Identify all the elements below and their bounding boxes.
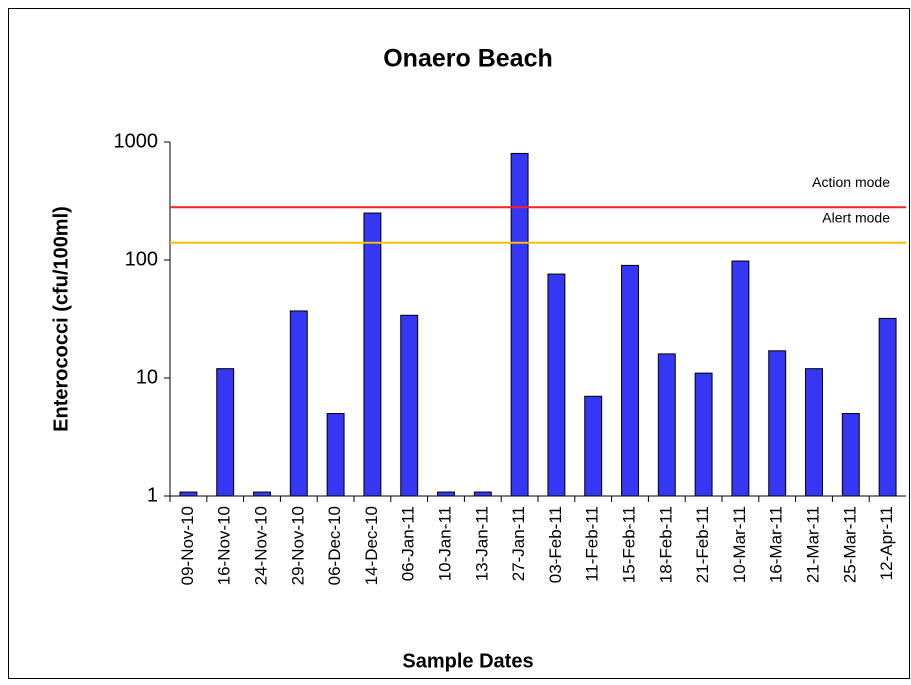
bar	[326, 413, 345, 497]
y-tick-label: 10	[136, 366, 158, 388]
x-tick-label: 14-Dec-10	[362, 506, 381, 585]
bar	[216, 368, 235, 497]
y-tick-label: 100	[125, 248, 158, 270]
x-tick-label: 03-Feb-11	[546, 506, 565, 583]
bar	[289, 310, 308, 497]
x-tick-label: 11-Feb-11	[583, 506, 602, 582]
x-tick-label: 15-Feb-11	[619, 506, 638, 583]
bar	[621, 264, 639, 497]
x-tick-label: 29-Nov-10	[288, 506, 307, 585]
x-tick-label: 25-Mar-11	[840, 506, 859, 583]
reference-label: Alert mode	[822, 209, 890, 225]
bar	[363, 212, 382, 497]
x-tick-label: 10-Jan-11	[435, 506, 454, 581]
x-tick-label: 27-Jan-11	[509, 506, 528, 581]
y-axis-label: Enterococci (cfu/100ml)	[50, 206, 72, 432]
bar	[694, 372, 713, 497]
bar	[805, 368, 823, 497]
y-tick-label: 1	[147, 484, 158, 506]
bar	[253, 491, 271, 497]
x-tick-label: 16-Mar-11	[767, 506, 786, 583]
bar	[584, 395, 603, 497]
bar	[547, 273, 566, 497]
x-tick-label: 10-Mar-11	[730, 506, 749, 583]
x-tick-label: 18-Feb-11	[656, 506, 675, 583]
x-tick-label: 09-Nov-10	[178, 506, 197, 585]
chart-title: Onaero Beach	[383, 45, 553, 73]
bar	[657, 353, 676, 497]
x-tick-label: 24-Nov-10	[251, 506, 270, 585]
x-tick-label: 21-Mar-11	[803, 506, 822, 583]
bar	[179, 491, 198, 497]
y-tick-label: 1000	[114, 130, 159, 152]
bar	[437, 491, 455, 497]
bar	[878, 317, 897, 497]
bar	[400, 314, 419, 497]
x-tick-label: 06-Dec-10	[325, 506, 344, 585]
x-tick-label: 16-Nov-10	[215, 506, 234, 585]
x-tick-label: 13-Jan-11	[472, 506, 491, 581]
chart-frame	[8, 8, 910, 679]
bar	[768, 350, 787, 497]
bar	[841, 413, 860, 497]
x-tick-label: 06-Jan-11	[399, 506, 418, 581]
x-tick-label: 21-Feb-11	[693, 506, 712, 583]
x-tick-label: 12-Apr-11	[877, 506, 896, 580]
bar	[731, 260, 750, 497]
x-axis-label: Sample Dates	[402, 650, 533, 672]
bar	[473, 491, 492, 497]
reference-label: Action mode	[812, 174, 890, 190]
bar	[510, 152, 529, 497]
